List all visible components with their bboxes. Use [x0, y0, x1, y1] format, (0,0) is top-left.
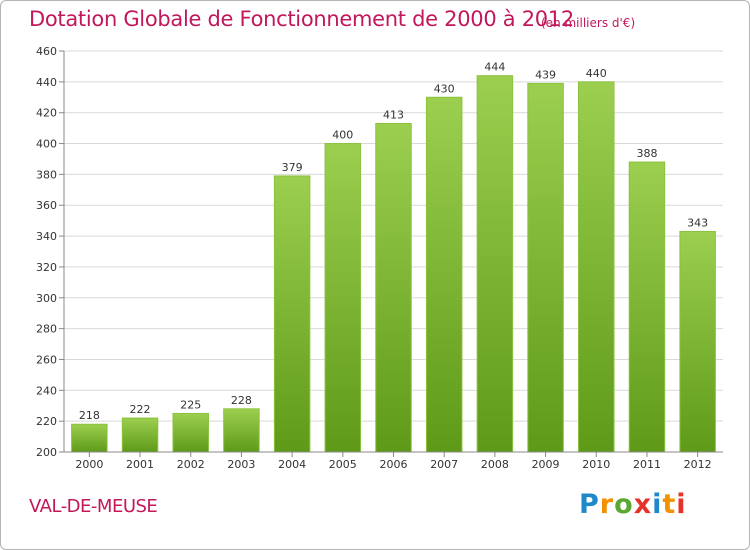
- commune-name: VAL-DE-MEUSE: [29, 496, 158, 517]
- bar-2010: [578, 81, 615, 453]
- x-tick-label-2003: 2003: [227, 458, 255, 471]
- logo-letter: P: [579, 489, 600, 520]
- x-tick-label-2006: 2006: [380, 458, 408, 471]
- y-tick-label: 200: [36, 446, 57, 459]
- y-tick-label: 440: [36, 76, 57, 89]
- x-tick-label-2007: 2007: [430, 458, 458, 471]
- value-label-2002: 225: [180, 398, 201, 411]
- x-tick-label-2011: 2011: [633, 458, 661, 471]
- value-label-2004: 379: [282, 161, 303, 174]
- value-label-2011: 388: [636, 147, 657, 160]
- value-label-2007: 430: [434, 82, 455, 95]
- y-tick-label: 400: [36, 138, 57, 151]
- proxiti-logo: Proxiti: [579, 489, 687, 520]
- bar-2005: [324, 143, 362, 453]
- logo-letter: i: [652, 489, 663, 520]
- y-tick-label: 340: [36, 230, 57, 243]
- bars: [71, 75, 716, 453]
- x-tick-label-2012: 2012: [684, 458, 712, 471]
- logo-letter: i: [676, 489, 687, 520]
- labels: 200 220 240 260 280 300 320 340 360 380 400 420 440 4…: [36, 45, 712, 471]
- y-tick-label: 320: [36, 261, 57, 274]
- y-tick-label: 420: [36, 107, 57, 120]
- value-label-2001: 222: [130, 403, 151, 416]
- x-tick-label-2000: 2000: [75, 458, 103, 471]
- bar-2000: [71, 423, 108, 453]
- value-label-2000: 218: [79, 409, 100, 422]
- y-tick-label: 380: [36, 168, 57, 181]
- x-tick-label-2008: 2008: [481, 458, 509, 471]
- y-tick-label: 360: [36, 199, 57, 212]
- x-tick-label-2001: 2001: [126, 458, 154, 471]
- x-tick-label-2010: 2010: [582, 458, 610, 471]
- value-label-2008: 444: [484, 61, 505, 74]
- axes: [59, 50, 723, 457]
- value-label-2012: 343: [687, 216, 708, 229]
- bar-2001: [121, 417, 159, 453]
- bar-2004: [273, 175, 311, 453]
- value-label-2003: 228: [231, 394, 252, 407]
- logo-letter: x: [633, 489, 653, 520]
- bar-2006: [375, 122, 412, 453]
- logo-letter: r: [599, 489, 615, 520]
- bar-2009: [527, 82, 564, 453]
- bar-2011: [628, 161, 666, 453]
- logo-letter: t: [662, 489, 677, 520]
- value-label-2009: 439: [535, 68, 556, 81]
- bar-2012: [679, 230, 716, 453]
- y-tick-label: 260: [36, 353, 57, 366]
- x-tick-label-2002: 2002: [177, 458, 205, 471]
- bar-2007: [425, 96, 463, 453]
- bar-2008: [476, 75, 514, 453]
- chart-title: Dotation Globale de Fonctionnement de 20…: [29, 7, 574, 31]
- unit-note: (en milliers d'€): [541, 16, 636, 30]
- x-tick-label-2005: 2005: [329, 458, 357, 471]
- x-tick-label-2004: 2004: [278, 458, 306, 471]
- y-tick-label: 240: [36, 384, 57, 397]
- bar-2003: [223, 408, 260, 453]
- y-tick-label: 220: [36, 415, 57, 428]
- y-tick-label: 280: [36, 323, 57, 336]
- x-tick-label-2009: 2009: [532, 458, 560, 471]
- value-label-2005: 400: [332, 129, 353, 142]
- bar-2002: [172, 412, 209, 453]
- value-label-2010: 440: [586, 67, 607, 80]
- logo-letter: o: [614, 489, 634, 520]
- y-tick-label: 300: [36, 292, 57, 305]
- y-tick-label: 460: [36, 45, 57, 58]
- value-label-2006: 413: [383, 108, 404, 121]
